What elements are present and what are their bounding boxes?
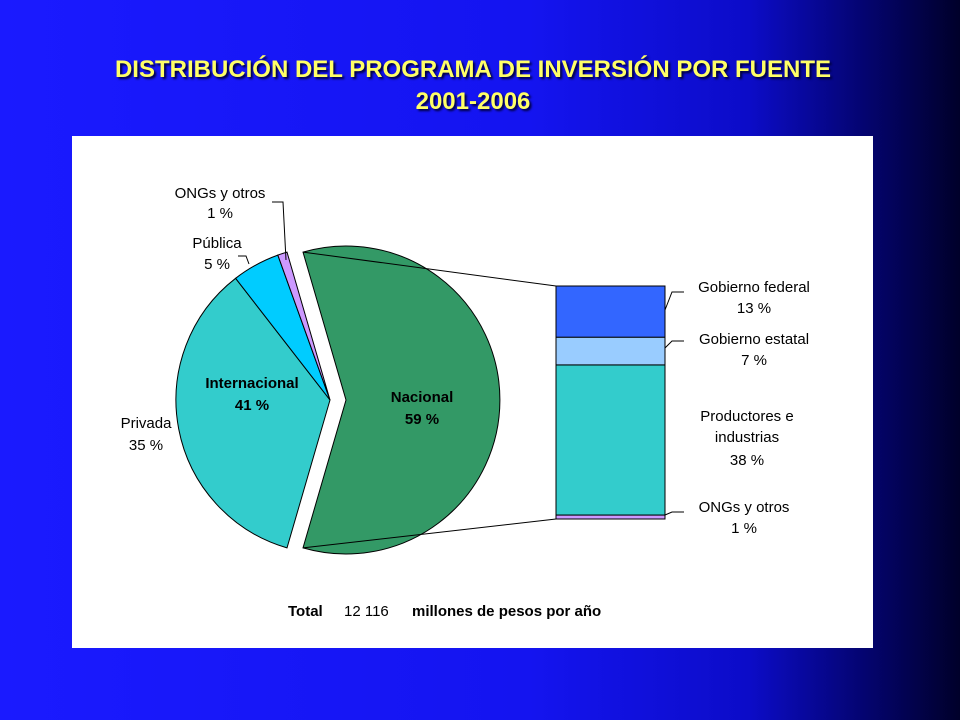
- pie-slice-nacional: [302, 245, 501, 555]
- label-ongs-pct: 1 %: [207, 205, 233, 222]
- label-ongs-bar-pct: 1 %: [731, 520, 757, 537]
- label-privada-pct: 35 %: [129, 437, 163, 454]
- label-productores-pct: 38 %: [730, 452, 764, 469]
- label-ongs-bar-name: ONGs y otros: [699, 499, 790, 516]
- bar-segment-gobierno-estatal: [555, 336, 666, 366]
- leader-line-ongs-bar: [664, 511, 684, 516]
- label-gobierno-estatal-pct: 7 %: [741, 352, 767, 369]
- total-value: 12 116: [344, 603, 389, 620]
- label-gobierno-federal-name: Gobierno federal: [698, 279, 810, 296]
- bar-segment-productores: [555, 364, 666, 516]
- bar-segment-gobierno-federal: [555, 285, 666, 338]
- label-privada-name: Privada: [121, 415, 173, 432]
- total-unit: millones de pesos por año: [412, 603, 601, 620]
- label-internacional-pct: 41 %: [235, 397, 269, 414]
- leader-line-gobierno-federal: [664, 291, 684, 311]
- label-productores-line2: industrias: [715, 429, 779, 446]
- label-nacional-name: Nacional: [391, 389, 454, 406]
- connector-line-bottom: [302, 518, 557, 549]
- pie-slice-privada: [175, 277, 331, 549]
- label-publica-pct: 5 %: [204, 256, 230, 273]
- bar-segment-ongs: [555, 514, 666, 520]
- label-gobierno-estatal-name: Gobierno estatal: [699, 331, 809, 348]
- label-internacional-name: Internacional: [205, 375, 298, 392]
- connector-line-top: [302, 251, 557, 287]
- total-label: Total: [288, 603, 323, 620]
- leader-line-ongs: [272, 201, 287, 261]
- leader-line-publica: [238, 255, 250, 265]
- leader-line-gobierno-estatal: [664, 340, 684, 349]
- chart-area: ONGs y otros 1 % Pública 5 % Privada 35 …: [72, 136, 873, 648]
- label-productores-line1: Productores e: [700, 408, 793, 425]
- label-publica-name: Pública: [192, 235, 242, 252]
- slide-title: DISTRIBUCIÓN DEL PROGRAMA DE INVERSIÓN P…: [114, 56, 832, 83]
- bar-of-pie-chart: ONGs y otros 1 % Pública 5 % Privada 35 …: [121, 185, 810, 620]
- slide-subtitle-years: 2001-2006: [415, 88, 531, 115]
- pie-slice-ongs: [277, 251, 331, 401]
- label-ongs-name: ONGs y otros: [175, 185, 266, 202]
- label-nacional-pct: 59 %: [405, 411, 439, 428]
- label-gobierno-federal-pct: 13 %: [737, 300, 771, 317]
